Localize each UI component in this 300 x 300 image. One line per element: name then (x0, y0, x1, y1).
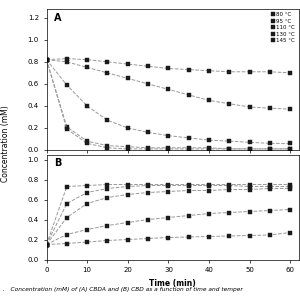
Text: Concentration (mM): Concentration (mM) (2, 106, 10, 182)
Text: A: A (54, 13, 62, 23)
Text: B: B (54, 158, 62, 168)
X-axis label: Time (min): Time (min) (149, 279, 196, 288)
Legend: 80 °C, 95 °C, 110 °C, 130 °C, 145 °C: 80 °C, 95 °C, 110 °C, 130 °C, 145 °C (270, 12, 296, 43)
Text: .   Concentration (mM) of (A) CBDA and (B) CBD as a function of time and temper: . Concentration (mM) of (A) CBDA and (B)… (3, 287, 243, 292)
